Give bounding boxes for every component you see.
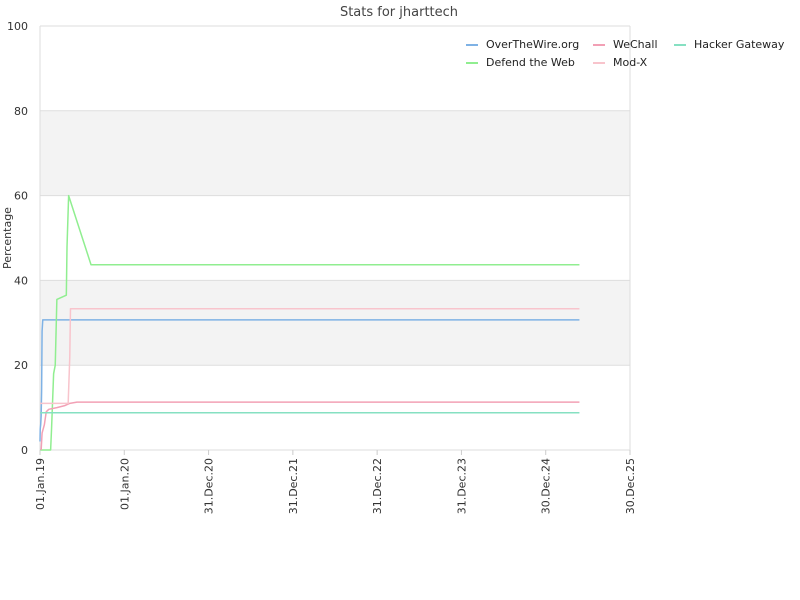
legend-label: WeChall [613,38,658,51]
grid-lines [40,25,630,451]
x-tick-label: 30.Dec.24 [540,458,553,514]
y-tick-label: 100 [7,20,28,33]
series-line-defend-the-web [40,194,580,451]
y-tick-label: 20 [14,359,28,372]
legend-label: Defend the Web [486,56,575,69]
legend-label: Mod-X [613,56,648,69]
x-axis-ticks: 01.Jan.19 01.Jan.20 31.Dec.20 31.Dec.21 31.D… [34,450,637,514]
y-tick-label: 80 [14,105,28,118]
x-tick-label: 01.Jan.19 [34,458,47,510]
chart-title: Stats for jharttech [340,5,458,20]
y-axis-ticks: 0 20 40 60 80 100 [7,20,28,457]
x-tick-label: 31.Dec.23 [455,458,468,514]
shaded-band [40,280,630,366]
legend-label: OverTheWire.org [486,38,579,51]
series-layer [39,194,580,451]
y-tick-label: 0 [21,444,28,457]
legend: OverTheWire.org Defend the Web WeChall Mod-… [466,38,785,69]
shaded-band [40,110,630,196]
x-tick-label: 01.Jan.20 [118,458,131,510]
x-tick-label: 31.Dec.20 [203,458,216,514]
plot-frame [39,26,631,450]
y-tick-label: 60 [14,190,28,203]
series-line-wechall [40,401,580,451]
y-tick-label: 40 [14,274,28,287]
x-tick-label: 31.Dec.22 [371,458,384,514]
x-tick-label: 30.Dec.25 [624,458,637,514]
x-tick-label: 31.Dec.21 [287,458,300,514]
legend-label: Hacker Gateway [694,38,785,51]
background-bands [40,110,630,366]
y-axis-label: Percentage [1,207,14,269]
series-line-mod-x [40,308,580,405]
